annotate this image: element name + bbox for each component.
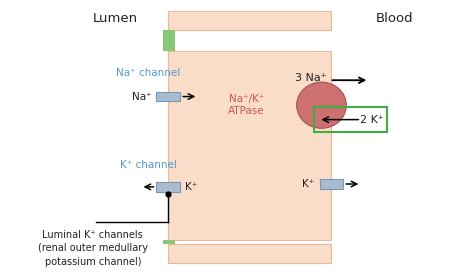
Text: 2 K⁺: 2 K⁺ bbox=[360, 115, 384, 125]
Bar bbox=[164, 240, 175, 244]
Text: Na⁺: Na⁺ bbox=[132, 92, 152, 101]
Bar bbox=[164, 30, 175, 51]
Bar bbox=[168, 244, 331, 263]
Bar bbox=[313, 107, 387, 132]
Bar bbox=[156, 92, 180, 101]
Bar bbox=[319, 179, 343, 189]
Text: Blood: Blood bbox=[375, 12, 413, 25]
Text: K⁺: K⁺ bbox=[302, 179, 315, 189]
Text: K⁺ channel: K⁺ channel bbox=[120, 160, 177, 170]
Text: Na⁺ channel: Na⁺ channel bbox=[117, 68, 181, 78]
Text: Na⁺/K⁺
ATPase: Na⁺/K⁺ ATPase bbox=[228, 94, 265, 116]
Text: Luminal K⁺ channels
(renal outer medullary
potassium channel): Luminal K⁺ channels (renal outer medulla… bbox=[38, 230, 148, 266]
Ellipse shape bbox=[297, 82, 346, 128]
Text: Lumen: Lumen bbox=[93, 12, 138, 25]
Bar bbox=[168, 51, 331, 240]
Bar bbox=[168, 11, 331, 30]
Text: K⁺: K⁺ bbox=[185, 182, 198, 192]
Text: 3 Na⁺: 3 Na⁺ bbox=[295, 73, 326, 83]
Bar bbox=[156, 182, 180, 192]
